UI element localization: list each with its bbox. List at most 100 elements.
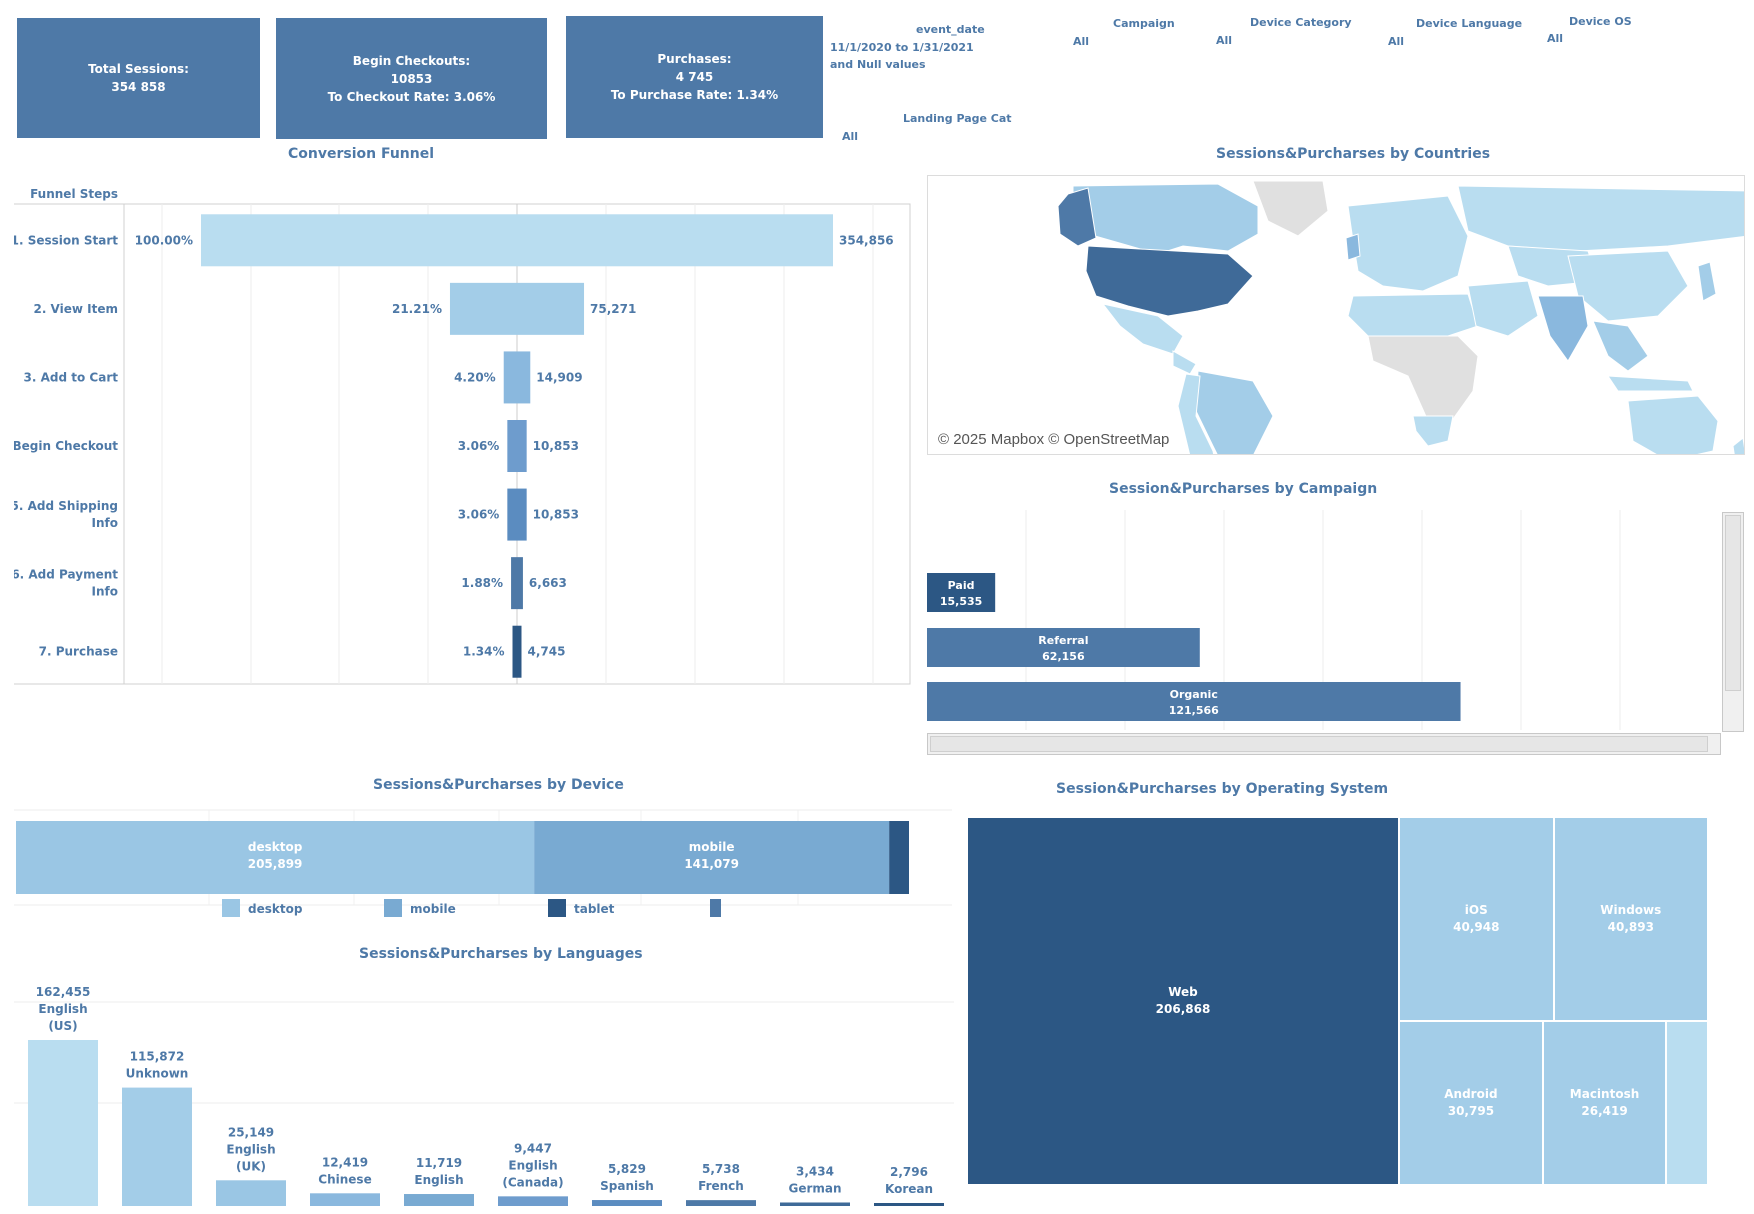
os-treemap-cell[interactable]: Windows 40,893 [1553,817,1708,1021]
country-alaska [1057,187,1097,247]
filter-device-category-value[interactable]: All [1216,34,1233,47]
country-canada [1072,183,1259,255]
kpi-purchases[interactable]: Purchases: 4 745 To Purchase Rate: 1.34% [566,16,823,138]
conversion-funnel-chart: Funnel Steps 100.00% 354,856 1. Session Sta… [14,187,911,685]
device-legend-swatch [548,899,566,917]
kpi-begin-checkouts-label: Begin Checkouts: [352,53,471,68]
languages-category-label: (US) [48,1019,77,1033]
languages-category-label: German [788,1181,841,1195]
funnel-axis-title: Funnel Steps [30,187,118,201]
country-new-zealand [1732,437,1744,454]
campaign-category-label: Referral [1038,634,1088,647]
languages-value-label: 115,872 [130,1050,185,1064]
languages-bar [310,1193,380,1206]
languages-value-label: 12,419 [322,1155,368,1169]
funnel-value-label: 354,856 [839,233,894,247]
funnel-category-label: 2. View Item [33,302,118,316]
funnel-bar [201,214,833,267]
device-legend-label: desktop [248,902,303,916]
funnel-category-label: 3. Add to Cart [24,370,119,384]
funnel-category-label: 5. Add Shipping [14,499,118,513]
funnel-bar [511,557,523,610]
languages-category-label: Unknown [126,1067,189,1081]
campaign-vertical-scrollbar[interactable] [1722,512,1744,732]
device-category-label: mobile [689,840,735,854]
funnel-bar [449,282,585,335]
os-treemap-cell[interactable]: Android 30,795 [1398,1020,1543,1185]
device-legend-swatch [222,899,240,917]
campaign-horizontal-scroll-thumb[interactable] [930,736,1708,752]
country-brazil [1195,370,1274,454]
languages-category-label: Spanish [600,1179,654,1193]
funnel-bar [503,351,531,404]
funnel-value-label: 6,663 [529,576,567,590]
campaign-bar [927,682,1461,721]
funnel-bar [512,625,522,678]
country-south-africa [1412,415,1454,447]
country-europe [1347,195,1469,292]
filter-device-language-value[interactable]: All [1388,35,1405,48]
country-japan [1697,261,1717,302]
os-treemap-label: Macintosh [1569,1086,1640,1101]
languages-bar [404,1194,474,1206]
funnel-pct-label: 4.20% [454,370,496,384]
filter-campaign-value[interactable]: All [1073,35,1090,48]
filter-landing-page-value[interactable]: All [842,130,859,143]
countries-map[interactable]: © 2025 Mapbox © OpenStreetMap [927,175,1745,455]
device-segment [16,821,535,894]
os-treemap-value: 30,795 [1447,1103,1495,1118]
campaign-vertical-scroll-thumb[interactable] [1725,515,1741,691]
languages-category-label: (UK) [236,1159,266,1173]
device-segment [534,821,890,894]
filter-device-os-value[interactable]: All [1547,32,1564,45]
languages-value-label: 11,719 [416,1156,462,1170]
languages-title: Sessions&Purcharses by Languages [359,946,643,962]
kpi-purchases-value: 4 745 [675,70,714,84]
funnel-pct-label: 100.00% [135,233,193,247]
kpi-total-sessions-value: 354 858 [111,80,166,94]
languages-value-label: 2,796 [890,1165,928,1179]
device-category-label: desktop [248,840,303,854]
os-treemap-value: 206,868 [1155,1002,1211,1016]
device-legend-label: tablet [574,902,615,916]
filter-event-date-null[interactable]: and Null values [830,58,926,71]
languages-bar [28,1040,98,1206]
kpi-purchases-label: Purchases: [657,52,732,66]
country-indonesia [1607,375,1694,392]
funnel-pct-label: 1.34% [463,645,505,659]
os-treemap-label: Windows [1600,902,1662,917]
funnel-category-label: 4. Begin Checkout [14,439,118,453]
languages-category-label: French [698,1179,744,1193]
languages-bar [874,1203,944,1206]
os-treemap-cell[interactable] [1666,1020,1708,1185]
funnel-category-label: Info [92,516,118,530]
funnel-title: Conversion Funnel [288,146,435,162]
device-legend-swatch [710,899,721,917]
os-treemap-cell[interactable]: iOS 40,948 [1398,817,1554,1021]
languages-category-label: (Canada) [502,1175,563,1189]
os-treemap-label: Android [1444,1086,1498,1101]
kpi-begin-checkouts[interactable]: Begin Checkouts: 10853 To Checkout Rate:… [276,18,547,139]
campaign-title: Session&Purcharses by Campaign [1109,481,1378,497]
country-usa [1085,245,1254,317]
languages-chart: 162,455 English (US) 115,872 Unknown 25,149 En… [14,985,954,1206]
country-russia [1457,185,1744,252]
country-middle-east [1467,280,1539,337]
languages-category-label: English [226,1142,275,1156]
funnel-category-label: 1. Session Start [14,233,118,247]
filter-event-date-range[interactable]: 11/1/2020 to 1/31/2021 [830,41,974,54]
country-australia [1627,395,1719,454]
device-legend-label: mobile [410,902,456,916]
kpi-total-sessions[interactable]: Total Sessions: 354 858 [17,18,260,138]
languages-category-label: English [508,1158,557,1172]
campaign-value-label: 62,156 [1042,650,1085,663]
languages-value-label: 25,149 [228,1125,274,1139]
device-segment [889,821,909,894]
filter-device-language-label: Device Language [1416,17,1523,30]
os-treemap-cell[interactable]: Macintosh 26,419 [1542,1020,1667,1185]
funnel-value-label: 14,909 [536,370,582,384]
campaign-horizontal-scrollbar[interactable] [927,733,1721,755]
os-treemap: Web 206,868 iOS 40,948 Windows 40,893 Android 3… [967,817,1708,1185]
funnel-bar [507,420,527,472]
os-treemap-cell[interactable]: Web 206,868 [967,817,1399,1185]
